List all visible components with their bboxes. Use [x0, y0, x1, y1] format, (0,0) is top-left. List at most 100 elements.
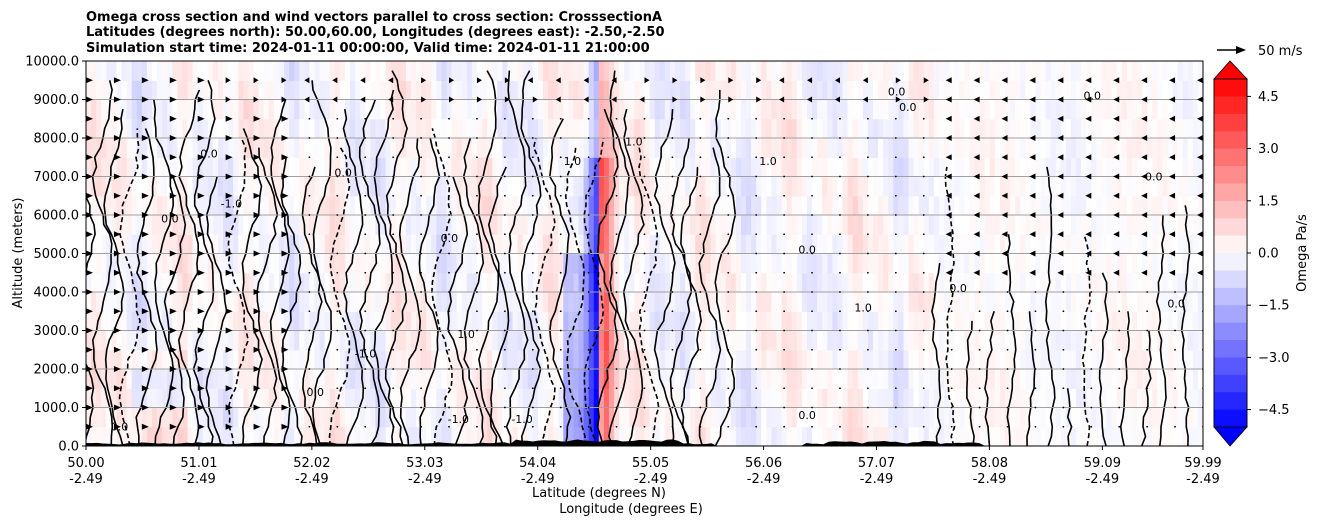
field-cell	[974, 369, 981, 389]
field-cell	[812, 311, 818, 332]
field-cell	[177, 407, 184, 428]
field-cell	[588, 407, 595, 428]
field-cell	[791, 369, 798, 389]
wind-vector	[225, 269, 233, 276]
contour-line	[680, 166, 703, 446]
field-cell	[1136, 253, 1143, 274]
field-cell	[588, 330, 595, 351]
field-cell	[969, 407, 976, 428]
field-cell	[253, 80, 260, 101]
field-cell	[532, 176, 539, 197]
field-cell	[532, 330, 539, 351]
field-cell	[542, 369, 549, 389]
field-cell	[284, 330, 290, 351]
field-cell	[1126, 426, 1133, 446]
field-cell	[289, 272, 295, 293]
field-cell	[791, 138, 798, 158]
field-cell	[842, 349, 849, 370]
field-cell	[568, 330, 575, 351]
field-cell	[487, 292, 493, 312]
field-cell	[888, 157, 894, 178]
field-cell	[608, 349, 615, 370]
field-cell	[329, 349, 336, 370]
wind-vector	[755, 368, 758, 370]
field-cell	[593, 349, 600, 370]
field-cell	[172, 272, 178, 293]
field-cell	[751, 369, 757, 389]
field-cell	[1030, 61, 1037, 81]
contour-line	[944, 166, 956, 446]
field-cell	[923, 99, 930, 120]
field-cell	[1177, 292, 1184, 312]
field-cell	[796, 253, 803, 274]
field-cell	[451, 157, 458, 178]
wind-vector	[86, 250, 93, 257]
wind-vector	[281, 423, 289, 430]
field-cell	[487, 253, 493, 274]
field-cell	[634, 407, 641, 428]
field-cell	[1111, 330, 1118, 351]
field-cell	[258, 407, 265, 428]
contour-line	[1026, 311, 1036, 446]
field-cell	[202, 272, 209, 293]
field-cell	[1101, 61, 1108, 81]
field-cell	[502, 215, 509, 235]
field-cell	[86, 388, 92, 409]
field-cell	[629, 349, 635, 370]
wind-vector	[308, 156, 311, 159]
field-cell	[796, 80, 803, 101]
field-cell	[294, 176, 300, 197]
field-cell	[695, 311, 701, 332]
field-cell	[410, 253, 417, 274]
field-cell	[152, 176, 158, 197]
field-cell	[1025, 407, 1031, 428]
wind-vector	[531, 194, 534, 197]
field-cell	[116, 234, 123, 255]
field-cell	[918, 369, 925, 389]
field-cell	[1050, 369, 1057, 389]
wind-vector	[839, 425, 841, 428]
wind-vector	[308, 425, 311, 428]
field-cell	[177, 349, 184, 370]
wind-vector	[643, 194, 646, 197]
field-cell	[395, 118, 402, 139]
field-cell	[238, 157, 244, 178]
field-cell	[141, 369, 148, 389]
field-cell	[680, 80, 686, 101]
field-cell	[466, 253, 473, 274]
field-cell	[1086, 118, 1092, 139]
field-cell	[537, 215, 544, 235]
field-cell	[827, 234, 833, 255]
wind-vector	[527, 77, 533, 84]
field-cell	[1101, 369, 1108, 389]
field-cell	[898, 369, 905, 389]
field-cell	[248, 369, 255, 389]
field-cell	[1187, 253, 1194, 274]
field-cell	[903, 138, 910, 158]
wind-vector	[420, 117, 422, 120]
field-cell	[568, 272, 575, 293]
field-cell	[421, 99, 427, 120]
field-cell	[542, 138, 549, 158]
field-cell	[903, 157, 910, 178]
field-cell	[624, 292, 630, 312]
field-cell	[542, 426, 549, 446]
field-cell	[243, 388, 250, 409]
field-cell	[583, 369, 590, 389]
field-cell	[685, 407, 691, 428]
wind-vector	[336, 387, 339, 390]
field-cell	[588, 253, 595, 274]
field-cell	[162, 99, 168, 120]
wind-vector	[615, 137, 618, 139]
field-cell	[593, 215, 600, 235]
field-cell	[1086, 349, 1092, 370]
field-cell	[908, 118, 915, 139]
field-cell	[888, 118, 894, 139]
field-cell	[157, 292, 163, 312]
field-cell	[598, 369, 605, 389]
wind-vector	[728, 96, 734, 103]
field-cell	[207, 426, 214, 446]
field-cell	[598, 349, 605, 370]
field-cell	[857, 330, 864, 351]
wind-vector	[420, 194, 422, 197]
